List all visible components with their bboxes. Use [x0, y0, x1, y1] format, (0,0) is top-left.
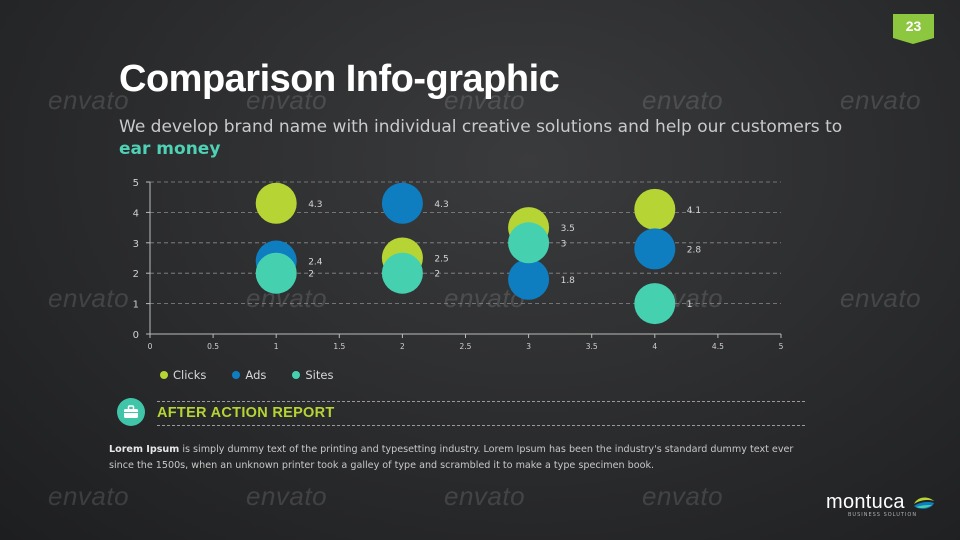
point-ads [508, 258, 550, 300]
report-body-text: is simply dummy text of the printing and… [109, 444, 794, 471]
subtitle-text: We develop brand name with individual cr… [119, 117, 843, 137]
report-body: Lorem Ipsum is simply dummy text of the … [109, 442, 809, 474]
watermark: envato [444, 85, 526, 115]
x-tick-label: 4 [652, 342, 657, 351]
logo-name: montuca [826, 491, 905, 513]
legend-label: Sites [305, 368, 334, 382]
data-label-sites: 2 [434, 270, 440, 280]
data-label-ads: 1.8 [561, 276, 576, 286]
page-number-badge: 23 [893, 14, 934, 44]
page-subtitle: We develop brand name with individual cr… [119, 116, 859, 160]
legend-label: Ads [245, 368, 267, 382]
point-ads [634, 228, 676, 270]
legend-marker-ads [232, 371, 241, 379]
watermark: envato [48, 283, 130, 313]
chart-points [255, 182, 676, 325]
point-sites [634, 283, 676, 325]
page-number: 23 [905, 18, 922, 34]
logo-mark-icon [914, 497, 934, 509]
brand-logo: montuca BUSINESS SOLUTION [826, 491, 934, 518]
logo-tagline: BUSINESS SOLUTION [848, 512, 918, 518]
data-label-clicks: 4.3 [308, 200, 322, 210]
point-sites [381, 252, 423, 294]
chart-legend: Clicks Ads Sites [160, 368, 333, 382]
x-tick-label: 3 [526, 342, 531, 351]
point-sites [508, 222, 550, 264]
y-tick-label: 3 [133, 239, 139, 250]
data-label-clicks: 4.1 [687, 206, 701, 216]
watermark: envato [246, 85, 328, 115]
y-tick-label: 4 [133, 208, 139, 219]
watermark: envato [642, 85, 724, 115]
report-body-bold: Lorem Ipsum [109, 444, 180, 455]
x-tick-label: 2 [400, 342, 405, 351]
legend-item-sites[interactable]: Sites [292, 368, 333, 382]
watermark: envato [48, 481, 130, 511]
x-tick-label: 1 [274, 342, 279, 351]
point-sites [255, 252, 297, 294]
data-label-clicks: 3.5 [561, 224, 575, 234]
data-label-sites: 1 [687, 300, 693, 310]
chart-grid [150, 181, 781, 305]
report-title: AFTER ACTION REPORT [157, 405, 335, 421]
y-tick-label: 0 [133, 330, 139, 341]
point-clicks [634, 188, 676, 230]
chart-data-labels: 4.3 2.5 3.5 4.1 2.4 4.3 1.8 2.8 2 2 3 1 [308, 200, 701, 310]
point-ads [381, 182, 423, 224]
data-label-ads: 4.3 [434, 200, 448, 210]
watermark: envato [48, 85, 130, 115]
x-tick-label: 5 [779, 342, 784, 351]
watermark: envato [444, 481, 526, 511]
data-label-ads: 2.4 [308, 258, 323, 268]
legend-item-ads[interactable]: Ads [232, 368, 266, 382]
chart-axes: 0 1 2 3 4 5 0 0.5 1 1.5 2 2.5 3 3.5 4 4.5 5 [133, 178, 784, 351]
watermark: envato [246, 481, 328, 511]
data-label-clicks: 2.5 [434, 255, 448, 265]
divider-top [157, 401, 805, 402]
watermark: envato [642, 481, 724, 511]
legend-marker-clicks [160, 371, 168, 379]
x-tick-label: 0.5 [207, 342, 219, 351]
data-label-ads: 2.8 [687, 245, 702, 255]
x-tick-label: 0 [148, 342, 153, 351]
divider-bottom [157, 425, 805, 426]
watermark: envato [840, 85, 922, 115]
x-tick-label: 4.5 [712, 342, 724, 351]
x-tick-label: 2.5 [460, 342, 472, 351]
legend-label: Clicks [173, 368, 207, 382]
y-tick-label: 5 [133, 178, 139, 189]
page-title: Comparison Info-graphic [119, 58, 560, 100]
legend-marker-sites [292, 371, 301, 379]
legend-item-clicks[interactable]: Clicks [160, 368, 206, 382]
x-tick-label: 3.5 [586, 342, 598, 351]
y-tick-label: 2 [133, 269, 139, 280]
data-label-sites: 3 [561, 239, 567, 249]
subtitle-accent: ear money [119, 139, 221, 159]
watermark: envato [840, 283, 922, 313]
point-clicks [255, 182, 297, 224]
briefcase-icon [117, 398, 145, 426]
y-tick-label: 1 [133, 300, 139, 311]
data-label-sites: 2 [308, 270, 314, 280]
x-tick-label: 1.5 [333, 342, 345, 351]
